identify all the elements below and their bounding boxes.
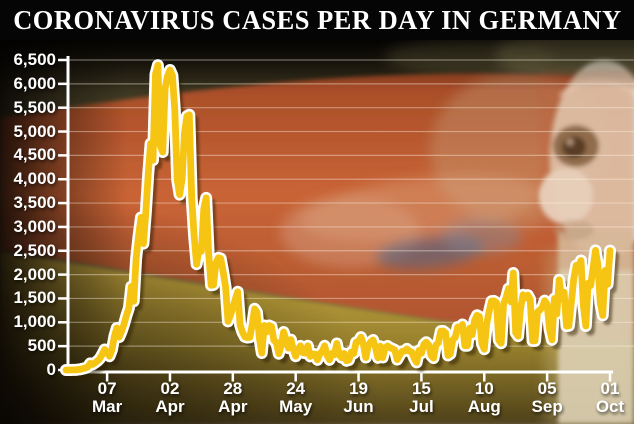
x-axis-tick-label: 24 May [279, 379, 313, 416]
y-axis-tick-label: 3,500 [13, 193, 56, 213]
x-axis-tick-label: 01 Oct [595, 379, 625, 416]
x-axis-tick-label: 05 Sep [531, 379, 563, 416]
y-axis-tick-label: 2,500 [13, 240, 56, 260]
y-axis-tick-label: 500 [27, 336, 56, 356]
x-axis-tick-label: 07 Mar [91, 379, 123, 416]
page-title: CORONAVIRUS CASES PER DAY IN GERMANY [12, 4, 622, 35]
y-axis-tick-label: 5,000 [13, 121, 56, 141]
y-axis-tick-label: 0 [46, 360, 56, 379]
y-axis-tick-label: 1,500 [13, 288, 56, 308]
y-axis-tick-label: 3,000 [13, 216, 56, 236]
title-bar: CORONAVIRUS CASES PER DAY IN GERMANY [0, 0, 634, 40]
y-axis-tick-label: 2,000 [13, 264, 56, 284]
y-axis-tick-label: 1,000 [13, 312, 56, 332]
y-axis-tick-label: 6,000 [13, 73, 56, 93]
y-axis-tick-label: 6,500 [13, 50, 56, 69]
x-axis-tick-label: 15 Jul [409, 379, 434, 416]
y-axis-tick-label: 4,000 [13, 169, 56, 189]
cases-line [62, 61, 614, 374]
x-axis-tick-label: 10 Aug [467, 379, 501, 416]
x-axis-tick-label: 28 Apr [218, 379, 248, 416]
x-axis-tick-label: 19 Jun [343, 379, 374, 416]
x-axis-tick-label: 02 Apr [155, 379, 185, 416]
y-axis-tick-label: 4,500 [13, 145, 56, 165]
y-axis-tick-label: 5,500 [13, 97, 56, 117]
